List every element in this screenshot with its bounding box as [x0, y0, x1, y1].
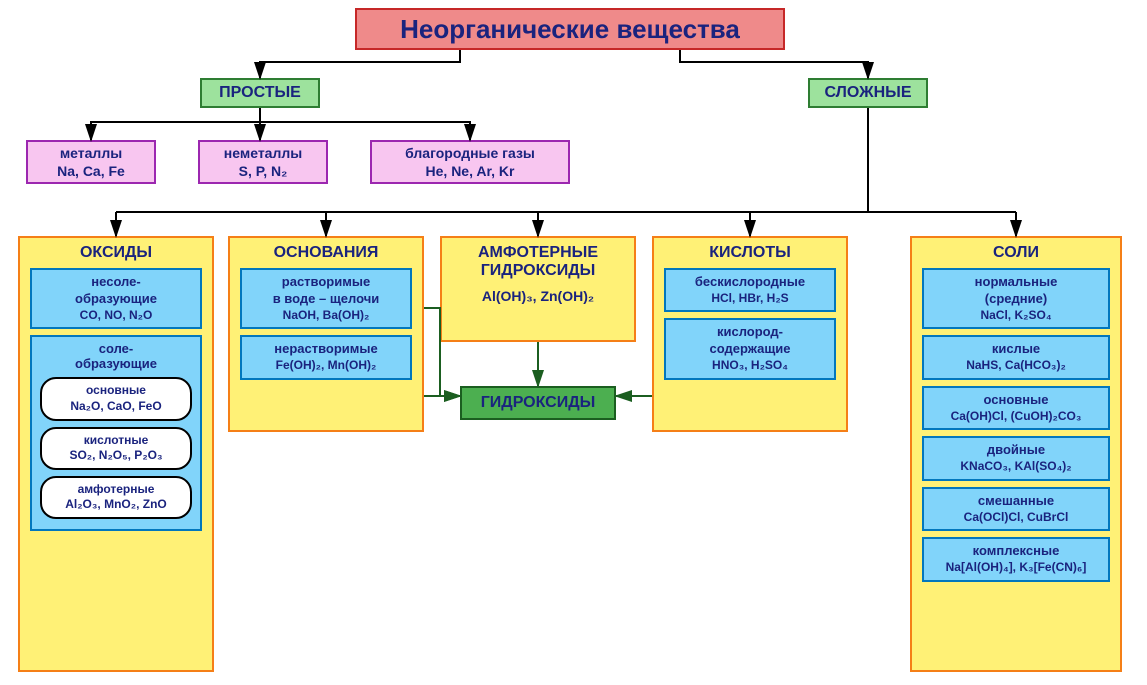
salts-acidic-title: кислые	[992, 341, 1040, 356]
complex-box: СЛОЖНЫЕ	[808, 78, 928, 108]
oxides-ampho: амфотерные Al₂O₃, MnO₂, ZnO	[40, 476, 192, 519]
bases-insoluble-ex: Fe(OH)₂, Mn(OH)₂	[248, 358, 404, 374]
salts-mixed: смешанные Ca(OCl)Cl, CuBrCl	[922, 487, 1110, 531]
ampho-ex: Al(OH)₃, Zn(OH)₂	[482, 288, 594, 304]
nonmetals-ex: S, P, N₂	[239, 162, 288, 180]
bases-soluble: растворимые в воде – щелочи NaOH, Ba(OH)…	[240, 268, 412, 329]
oxides-nonsalt: несоле- образующие CO, NO, N₂O	[30, 268, 202, 329]
salts-mixed-title: смешанные	[978, 493, 1054, 508]
oxides-basic-ex: Na₂O, CaO, FeO	[70, 399, 161, 413]
hydroxides-box: ГИДРОКСИДЫ	[460, 386, 616, 420]
salts-basic-ex: Ca(OH)Cl, (CuOH)₂CO₃	[930, 409, 1102, 425]
salts-panel: СОЛИ нормальные (средние) NaCl, K₂SO₄ ки…	[910, 236, 1122, 672]
nonmetals-box: неметаллы S, P, N₂	[198, 140, 328, 184]
oxides-acidic-ex: SO₂, N₂O₅, P₂O₃	[69, 448, 162, 462]
salts-double-title: двойные	[987, 442, 1045, 457]
noble-box: благородные газы He, Ne, Ar, Kr	[370, 140, 570, 184]
bases-insoluble: нерастворимые Fe(OH)₂, Mn(OH)₂	[240, 335, 412, 379]
nonmetals-title: неметаллы	[224, 144, 302, 162]
salts-normal: нормальные (средние) NaCl, K₂SO₄	[922, 268, 1110, 329]
acids-panel: КИСЛОТЫ бескислородные HCl, HBr, H₂S кис…	[652, 236, 848, 432]
oxides-ampho-title: амфотерные	[78, 482, 155, 496]
oxides-title: ОКСИДЫ	[26, 244, 206, 262]
salts-normal-title: нормальные (средние)	[975, 274, 1058, 306]
bases-insoluble-title: нерастворимые	[274, 341, 378, 356]
acids-no-ox-ex: HCl, HBr, H₂S	[672, 291, 828, 307]
root-label: Неорганические вещества	[400, 14, 740, 45]
oxides-panel: ОКСИДЫ несоле- образующие CO, NO, N₂O со…	[18, 236, 214, 672]
acids-title: КИСЛОТЫ	[660, 244, 840, 262]
acids-ox-title: кислород- содержащие	[709, 324, 790, 356]
oxides-salt-panel: соле- образующие основные Na₂O, CaO, FeO…	[30, 335, 202, 531]
bases-panel: ОСНОВАНИЯ растворимые в воде – щелочи Na…	[228, 236, 424, 432]
salts-basic: основные Ca(OH)Cl, (CuOH)₂CO₃	[922, 386, 1110, 430]
metals-ex: Na, Ca, Fe	[57, 162, 125, 180]
salts-acidic-ex: NaHS, Ca(HCO₃)₂	[930, 358, 1102, 374]
root-box: Неорганические вещества	[355, 8, 785, 50]
ampho-title: АМФОТЕРНЫЕ ГИДРОКСИДЫ	[448, 244, 628, 280]
oxides-nonsalt-title: несоле- образующие	[75, 274, 157, 306]
metals-title: металлы	[60, 144, 122, 162]
acids-ox-ex: HNO₃, H₂SO₄	[672, 358, 828, 374]
complex-label: СЛОЖНЫЕ	[825, 84, 912, 102]
simple-box: ПРОСТЫЕ	[200, 78, 320, 108]
simple-label: ПРОСТЫЕ	[219, 84, 301, 102]
bases-title: ОСНОВАНИЯ	[236, 244, 416, 262]
noble-ex: He, Ne, Ar, Kr	[426, 162, 515, 180]
salts-complex-title: комплексные	[973, 543, 1060, 558]
metals-box: металлы Na, Ca, Fe	[26, 140, 156, 184]
oxides-basic-title: основные	[86, 383, 146, 397]
salts-double-ex: KNaCO₃, KAl(SO₄)₂	[930, 459, 1102, 475]
salts-acidic: кислые NaHS, Ca(HCO₃)₂	[922, 335, 1110, 379]
salts-complex-ex: Na[Al(OH)₄], K₃[Fe(CN)₆]	[930, 560, 1102, 576]
oxides-basic: основные Na₂O, CaO, FeO	[40, 377, 192, 420]
bases-soluble-ex: NaOH, Ba(OH)₂	[248, 308, 404, 324]
acids-no-ox: бескислородные HCl, HBr, H₂S	[664, 268, 836, 312]
salts-basic-title: основные	[984, 392, 1049, 407]
oxides-nonsalt-ex: CO, NO, N₂O	[38, 308, 194, 324]
oxides-acidic: кислотные SO₂, N₂O₅, P₂O₃	[40, 427, 192, 470]
oxides-acidic-title: кислотные	[84, 433, 149, 447]
oxides-salt-title: соле- образующие	[36, 341, 196, 371]
bases-soluble-title: растворимые в воде – щелочи	[273, 274, 380, 306]
salts-mixed-ex: Ca(OCl)Cl, CuBrCl	[930, 510, 1102, 526]
salts-title: СОЛИ	[918, 244, 1114, 262]
acids-no-ox-title: бескислородные	[695, 274, 805, 289]
diagram-canvas: Неорганические вещества ПРОСТЫЕ СЛОЖНЫЕ …	[0, 0, 1147, 685]
hydroxides-label: ГИДРОКСИДЫ	[481, 394, 596, 412]
acids-ox: кислород- содержащие HNO₃, H₂SO₄	[664, 318, 836, 379]
salts-complex: комплексные Na[Al(OH)₄], K₃[Fe(CN)₆]	[922, 537, 1110, 581]
oxides-ampho-ex: Al₂O₃, MnO₂, ZnO	[65, 497, 167, 511]
noble-title: благородные газы	[405, 144, 535, 162]
salts-normal-ex: NaCl, K₂SO₄	[930, 308, 1102, 324]
ampho-panel: АМФОТЕРНЫЕ ГИДРОКСИДЫ Al(OH)₃, Zn(OH)₂	[440, 236, 636, 342]
salts-double: двойные KNaCO₃, KAl(SO₄)₂	[922, 436, 1110, 480]
